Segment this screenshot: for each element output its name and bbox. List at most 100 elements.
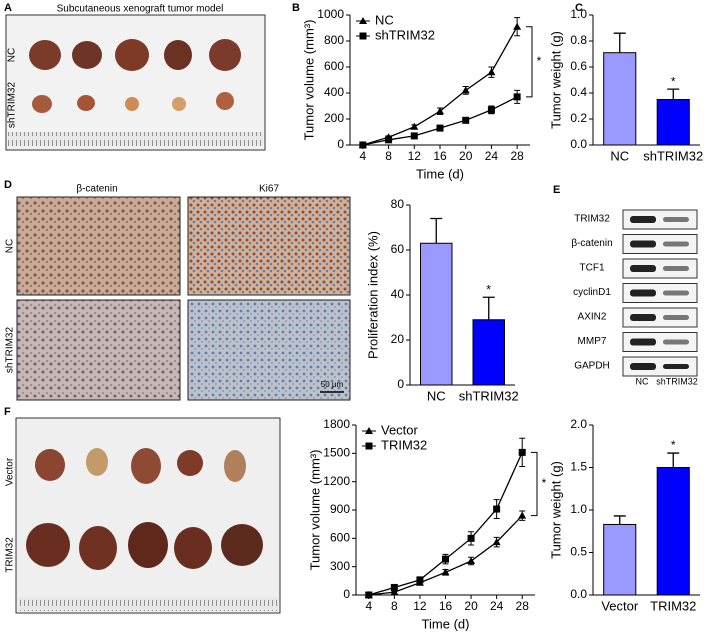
protein-label: MMP7 bbox=[578, 336, 607, 347]
y-axis-label: Tumor volume (mm³) bbox=[301, 20, 316, 141]
x-tick-label: NC bbox=[610, 148, 629, 163]
y-tick-label: 80 bbox=[391, 197, 405, 211]
y-tick-label: 0 bbox=[343, 587, 350, 601]
x-tick-label: 16 bbox=[439, 599, 453, 613]
y-tick-label: 800 bbox=[324, 33, 344, 47]
bar bbox=[656, 99, 690, 146]
point bbox=[359, 32, 367, 40]
legend-label: NC bbox=[375, 12, 394, 27]
y-tick-label: 0.5 bbox=[570, 545, 587, 559]
band bbox=[630, 216, 656, 223]
blot-strip bbox=[622, 283, 698, 303]
point bbox=[442, 555, 449, 563]
bracket bbox=[531, 451, 538, 517]
y-tick-label: 0 bbox=[397, 377, 404, 391]
y-tick-label: 0.8 bbox=[570, 33, 587, 47]
protein-label: GAPDH bbox=[574, 361, 610, 372]
y-tick-label: 0.0 bbox=[570, 587, 587, 601]
y-tick-label: 1000 bbox=[317, 7, 344, 21]
protein-label: β-catenin bbox=[571, 238, 612, 249]
blot-strip bbox=[622, 356, 698, 377]
bar bbox=[420, 242, 453, 386]
y-tick-label: 60 bbox=[391, 242, 405, 256]
panel-letter: B bbox=[292, 2, 300, 14]
point bbox=[487, 68, 496, 76]
column-label: Ki67 bbox=[259, 184, 279, 195]
y-tick-label: 1.0 bbox=[570, 502, 587, 516]
band bbox=[630, 265, 656, 272]
legend-label: Vector bbox=[381, 422, 419, 437]
y-tick-label: 2.0 bbox=[570, 417, 587, 431]
panel-letter: C bbox=[575, 2, 583, 14]
band bbox=[663, 315, 689, 320]
x-tick-label: 28 bbox=[510, 149, 524, 163]
y-tick-label: 20 bbox=[391, 332, 405, 346]
point bbox=[436, 124, 444, 132]
band bbox=[630, 289, 656, 297]
protein-label: TRIM32 bbox=[574, 214, 610, 225]
error-bar bbox=[667, 452, 680, 468]
point bbox=[518, 448, 526, 456]
row-label: Vector bbox=[5, 457, 16, 486]
x-tick-label: Vector bbox=[601, 598, 639, 613]
error-bar bbox=[613, 32, 626, 53]
y-tick-label: 0.2 bbox=[570, 111, 587, 125]
panel-letter: E bbox=[553, 184, 560, 196]
bracket bbox=[526, 26, 533, 98]
point bbox=[441, 568, 450, 576]
point bbox=[390, 588, 399, 596]
annotation: * bbox=[542, 476, 547, 490]
band bbox=[663, 339, 689, 345]
y-tick-label: 0 bbox=[337, 137, 344, 151]
y-tick-label: 0.0 bbox=[570, 137, 587, 151]
bar bbox=[656, 467, 690, 596]
point bbox=[513, 93, 521, 101]
error-bar bbox=[482, 296, 495, 320]
y-axis-label: Tumor weight (g) bbox=[548, 461, 563, 559]
point bbox=[487, 106, 495, 114]
x-tick-label: 16 bbox=[433, 149, 447, 163]
point bbox=[462, 116, 470, 124]
y-axis-label: Proliferation index (%) bbox=[365, 231, 380, 359]
legend-label: shTRIM32 bbox=[375, 27, 435, 42]
x-tick-label: NC bbox=[427, 388, 446, 403]
row-label: NC bbox=[7, 48, 18, 62]
annotation: * bbox=[671, 74, 676, 88]
y-tick-label: 0.6 bbox=[570, 59, 587, 73]
row-label: shTRIM32 bbox=[7, 82, 18, 129]
x-tick-label: 8 bbox=[391, 599, 398, 613]
band bbox=[630, 314, 656, 321]
x-tick-label: 12 bbox=[408, 149, 422, 163]
y-axis-label: Tumor weight (g) bbox=[548, 31, 563, 129]
x-tick-label: 12 bbox=[413, 599, 427, 613]
photo bbox=[5, 14, 266, 151]
error-bar bbox=[613, 515, 626, 525]
x-tick-label: shTRIM32 bbox=[643, 148, 703, 163]
y-tick-label: 1500 bbox=[323, 446, 350, 460]
blot-strip bbox=[622, 258, 698, 279]
x-tick-label: 24 bbox=[490, 599, 504, 613]
panel-letter: D bbox=[4, 179, 12, 191]
point bbox=[365, 427, 373, 434]
panel-title: Subcutaneous xenograft tumor model bbox=[57, 4, 224, 15]
y-tick-label: 900 bbox=[330, 502, 350, 516]
row-label: shTRIM32 bbox=[5, 327, 16, 374]
bar bbox=[603, 52, 637, 146]
y-tick-label: 1800 bbox=[323, 417, 350, 431]
band bbox=[630, 338, 656, 346]
column-label: shTRIM32 bbox=[656, 376, 698, 386]
point bbox=[410, 132, 418, 140]
y-tick-label: 600 bbox=[330, 531, 350, 545]
x-axis-label: Time (d) bbox=[416, 166, 464, 181]
panel-letter: A bbox=[4, 2, 12, 14]
error-bar bbox=[430, 217, 443, 244]
row-label: TRIM32 bbox=[5, 537, 16, 573]
point bbox=[390, 583, 398, 591]
y-tick-label: 400 bbox=[324, 85, 344, 99]
band bbox=[663, 290, 689, 296]
y-tick-label: 300 bbox=[330, 559, 350, 573]
y-tick-label: 1200 bbox=[323, 474, 350, 488]
row-label: NC bbox=[5, 239, 16, 253]
x-tick-label: 8 bbox=[385, 149, 392, 163]
